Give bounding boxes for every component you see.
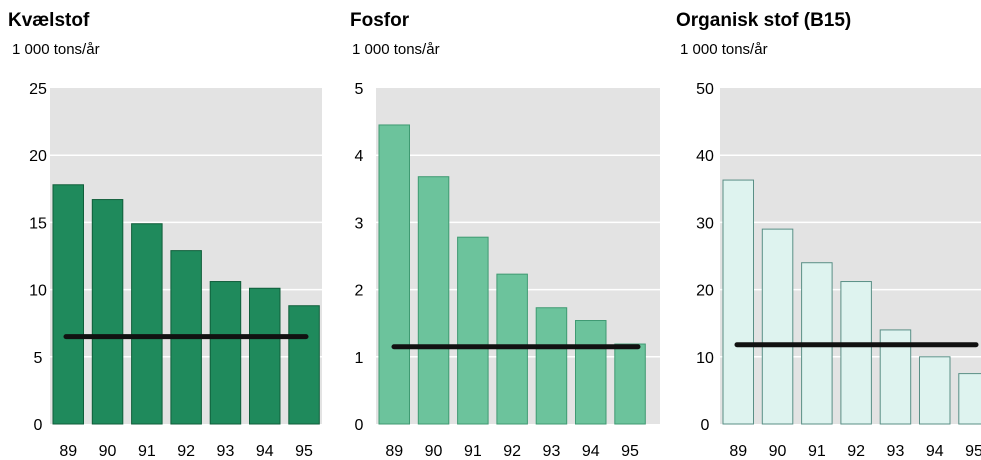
x-tick-label: 91 xyxy=(464,443,482,460)
bar-89 xyxy=(722,179,754,425)
x-tick-label: 93 xyxy=(217,443,235,460)
y-tick-label: 20 xyxy=(29,148,47,165)
bar-90 xyxy=(91,199,124,425)
bar-95 xyxy=(958,373,981,425)
y-axis-ticks: 0 10 20 30 40 50 xyxy=(696,81,714,434)
x-tick-label: 95 xyxy=(295,443,313,460)
y-axis-ticks: 0 1 2 3 4 5 xyxy=(355,81,364,434)
x-tick-label: 92 xyxy=(847,443,865,460)
bar-95 xyxy=(288,305,320,425)
bar-92 xyxy=(840,281,872,425)
y-tick-label: 15 xyxy=(29,215,47,232)
y-tick-label: 10 xyxy=(696,350,714,367)
y-tick-label: 10 xyxy=(29,283,47,300)
bar-93 xyxy=(535,307,568,425)
x-tick-label: 93 xyxy=(543,443,561,460)
y-tick-label: 1 xyxy=(355,350,364,367)
y-tick-label: 40 xyxy=(696,148,714,165)
y-axis-label: 1 000 tons/år xyxy=(352,41,440,58)
bar-91 xyxy=(457,236,489,425)
bar-94 xyxy=(249,287,281,425)
x-tick-label: 92 xyxy=(177,443,195,460)
chart-title: Organisk stof (B15) xyxy=(676,10,851,31)
x-axis-ticks: 89 90 91 92 93 94 95 xyxy=(729,443,981,460)
y-axis-label: 1 000 tons/år xyxy=(680,41,768,58)
x-axis-ticks: 89 90 91 92 93 94 95 xyxy=(59,443,313,460)
x-tick-label: 95 xyxy=(621,443,639,460)
bar-90 xyxy=(761,228,794,425)
y-tick-label: 2 xyxy=(355,283,364,300)
x-tick-label: 90 xyxy=(769,443,787,460)
bar-91 xyxy=(131,223,163,425)
x-tick-label: 90 xyxy=(425,443,443,460)
x-tick-label: 89 xyxy=(59,443,77,460)
y-tick-label: 25 xyxy=(29,81,47,98)
x-tick-label: 93 xyxy=(887,443,905,460)
y-tick-label: 3 xyxy=(355,215,364,232)
y-axis-ticks: 0 5 10 15 20 25 xyxy=(29,81,47,434)
x-tick-label: 91 xyxy=(138,443,156,460)
y-tick-label: 0 xyxy=(355,417,364,434)
bar-89 xyxy=(52,184,84,425)
x-tick-label: 89 xyxy=(729,443,747,460)
bar-95 xyxy=(614,343,646,425)
y-tick-label: 20 xyxy=(696,283,714,300)
bar-series xyxy=(52,184,320,425)
x-tick-label: 94 xyxy=(582,443,600,460)
x-axis-ticks: 89 90 91 92 93 94 95 xyxy=(385,443,639,460)
chart-panel-kvaelstof: Kvælstof 1 000 tons/år 0 5 10 15 20 25 89 90 91… xyxy=(8,10,322,460)
x-tick-label: 92 xyxy=(503,443,521,460)
chart-title: Fosfor xyxy=(350,10,410,31)
bar-89 xyxy=(378,124,410,425)
bar-series xyxy=(378,124,646,425)
y-tick-label: 5 xyxy=(34,350,43,367)
y-tick-label: 0 xyxy=(34,417,43,434)
y-axis-label: 1 000 tons/år xyxy=(12,41,100,58)
chart-panel-organisk-stof: Organisk stof (B15) 1 000 tons/år 0 10 20 3… xyxy=(676,10,981,460)
y-tick-label: 4 xyxy=(355,148,364,165)
y-tick-label: 5 xyxy=(355,81,364,98)
bar-90 xyxy=(417,176,450,425)
x-tick-label: 94 xyxy=(256,443,274,460)
bar-94 xyxy=(575,320,607,425)
x-tick-label: 90 xyxy=(99,443,117,460)
x-tick-label: 91 xyxy=(808,443,826,460)
chart-panel-fosfor: Fosfor 1 000 tons/år 0 1 2 3 4 5 89 90 91 92 93 94… xyxy=(350,10,660,460)
y-tick-label: 30 xyxy=(696,215,714,232)
bar-93 xyxy=(209,281,242,425)
bar-94 xyxy=(919,356,951,425)
chart-title: Kvælstof xyxy=(8,10,90,31)
y-tick-label: 0 xyxy=(701,417,710,434)
x-tick-label: 95 xyxy=(965,443,981,460)
x-tick-label: 89 xyxy=(385,443,403,460)
y-tick-label: 50 xyxy=(696,81,714,98)
x-tick-label: 94 xyxy=(926,443,944,460)
